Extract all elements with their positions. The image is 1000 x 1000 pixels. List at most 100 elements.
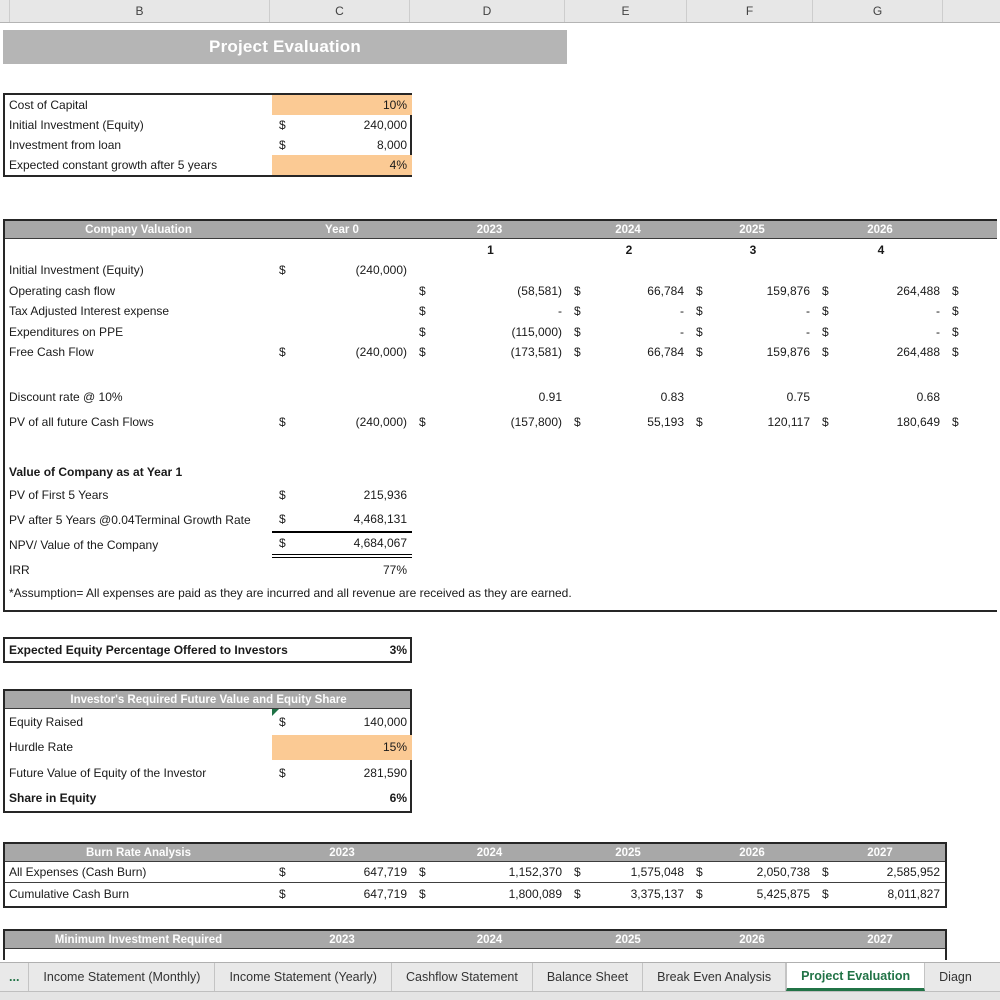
cell-year0[interactable]: $ 4,684,067 [272,533,412,558]
cell-2023[interactable]: 0.91 [412,387,567,408]
cell-2024[interactable] [567,260,689,281]
cell-2024[interactable]: $ - [567,301,689,322]
cell-2024[interactable] [567,558,689,583]
cell-2025[interactable]: $ - [689,301,815,322]
column-header-a[interactable] [0,0,10,22]
cell-2025[interactable]: $ - [689,322,815,343]
investor-value-cell[interactable]: 6% [272,786,412,812]
cell-2027[interactable] [945,508,997,533]
sheet-tab[interactable]: Project Evaluation [786,963,926,991]
cell-2027[interactable] [945,239,997,260]
cell-2027[interactable] [945,483,997,508]
cell-2024[interactable]: $ 66,784 [567,342,689,363]
cell-2023[interactable] [412,363,567,387]
cell-2027[interactable] [945,462,997,483]
cell-2024[interactable]: $ 1,800,089 [412,883,567,904]
cell-2025[interactable]: $ 159,876 [689,342,815,363]
cell-year0[interactable] [272,301,412,322]
cell-2023[interactable] [412,462,567,483]
cell-2025[interactable]: 0.75 [689,387,815,408]
sheet-tab[interactable]: Diagn [939,970,972,984]
cell-year0[interactable] [272,239,412,260]
cell-2023[interactable] [412,558,567,583]
cell-2027[interactable] [945,260,997,281]
cell-2026[interactable] [815,483,945,508]
cell-2026[interactable]: 4 [815,239,945,260]
cell-2024[interactable] [567,462,689,483]
sheet-tab[interactable]: Income Statement (Monthly) [29,963,216,991]
cell-2026[interactable] [815,533,945,558]
cell-year0[interactable]: $ (240,000) [272,342,412,363]
column-header-c[interactable]: C [270,0,410,22]
cell-2024[interactable] [567,363,689,387]
cell-2025[interactable] [689,508,815,533]
cell-2025[interactable]: $ 1,575,048 [567,862,689,882]
cell-2026[interactable] [815,558,945,583]
cell-2027[interactable] [945,387,997,408]
cell-2027[interactable] [945,363,997,387]
cell-2024[interactable] [567,433,689,462]
column-header-e[interactable]: E [565,0,687,22]
investor-value-cell[interactable]: $ 281,590 [272,760,412,786]
cell-2027[interactable]: $ [945,412,997,433]
cell-2025[interactable] [689,433,815,462]
sheet-tab[interactable]: Break Even Analysis [643,963,787,991]
cell-2025[interactable] [689,533,815,558]
cell-2024[interactable]: $ 55,193 [567,412,689,433]
cell-2026[interactable]: $ 2,050,738 [689,862,815,882]
cell-2023[interactable]: 1 [412,239,567,260]
cell-2024[interactable]: 2 [567,239,689,260]
cell-2026[interactable]: $ - [815,301,945,322]
cell-2023[interactable] [412,508,567,533]
expected-equity-value-cell[interactable]: 3% [272,639,412,661]
cell-2024[interactable]: $ - [567,322,689,343]
cell-2024[interactable] [567,508,689,533]
investor-value-cell[interactable]: 15% [272,734,412,760]
cell-2025[interactable] [689,558,815,583]
cell-2027[interactable] [945,433,997,462]
cell-2026[interactable] [815,433,945,462]
cell-2027[interactable]: $ [945,281,997,302]
cell-2026[interactable]: 0.68 [815,387,945,408]
cell-year0[interactable]: 77% [272,558,412,583]
cell-year0[interactable]: $ (240,000) [272,412,412,433]
cell-2025[interactable]: $ 120,117 [689,412,815,433]
cell-2026[interactable]: $ 5,425,875 [689,883,815,904]
assumption-value-cell[interactable]: 10% [272,95,412,115]
sheet-tab[interactable]: Income Statement (Yearly) [215,963,392,991]
cell-2023[interactable] [412,533,567,558]
cell-2026[interactable] [815,462,945,483]
cell-year0[interactable] [272,363,412,387]
cell-2023[interactable]: $ (173,581) [412,342,567,363]
cell-year0[interactable]: $ 215,936 [272,483,412,508]
cell-year0[interactable] [272,281,412,302]
column-header-f[interactable]: F [687,0,813,22]
cell-2023[interactable]: $ (115,000) [412,322,567,343]
sheet-tab[interactable]: Cashflow Statement [392,963,533,991]
cell-year0[interactable]: $ (240,000) [272,260,412,281]
cell-2027[interactable]: $ 8,011,827 [815,883,945,904]
cell-2025[interactable] [689,483,815,508]
cell-2026[interactable] [815,508,945,533]
cell-year0[interactable]: $ 4,468,131 [272,508,412,533]
cell-2023[interactable] [412,483,567,508]
sheet-tab[interactable]: Balance Sheet [533,963,644,991]
cell-2024[interactable]: $ 66,784 [567,281,689,302]
cell-2025[interactable]: $ 159,876 [689,281,815,302]
cell-2026[interactable]: $ 264,488 [815,281,945,302]
cell-2025[interactable] [689,462,815,483]
cell-year0[interactable] [272,433,412,462]
assumption-value-cell[interactable]: $ 240,000 [272,115,412,135]
cell-2025[interactable] [689,363,815,387]
cell-2027[interactable]: $ [945,301,997,322]
cell-2027[interactable]: $ [945,322,997,343]
cell-2023[interactable]: $ (58,581) [412,281,567,302]
investor-value-cell[interactable]: $ 140,000 [272,709,412,735]
column-header-g[interactable]: G [813,0,943,22]
cell-2023[interactable]: $ 647,719 [272,883,412,904]
column-header-h[interactable] [943,0,1000,22]
cell-2024[interactable] [567,533,689,558]
cell-2026[interactable] [815,363,945,387]
cell-2025[interactable]: $ 3,375,137 [567,883,689,904]
cell-2026[interactable]: $ 180,649 [815,412,945,433]
